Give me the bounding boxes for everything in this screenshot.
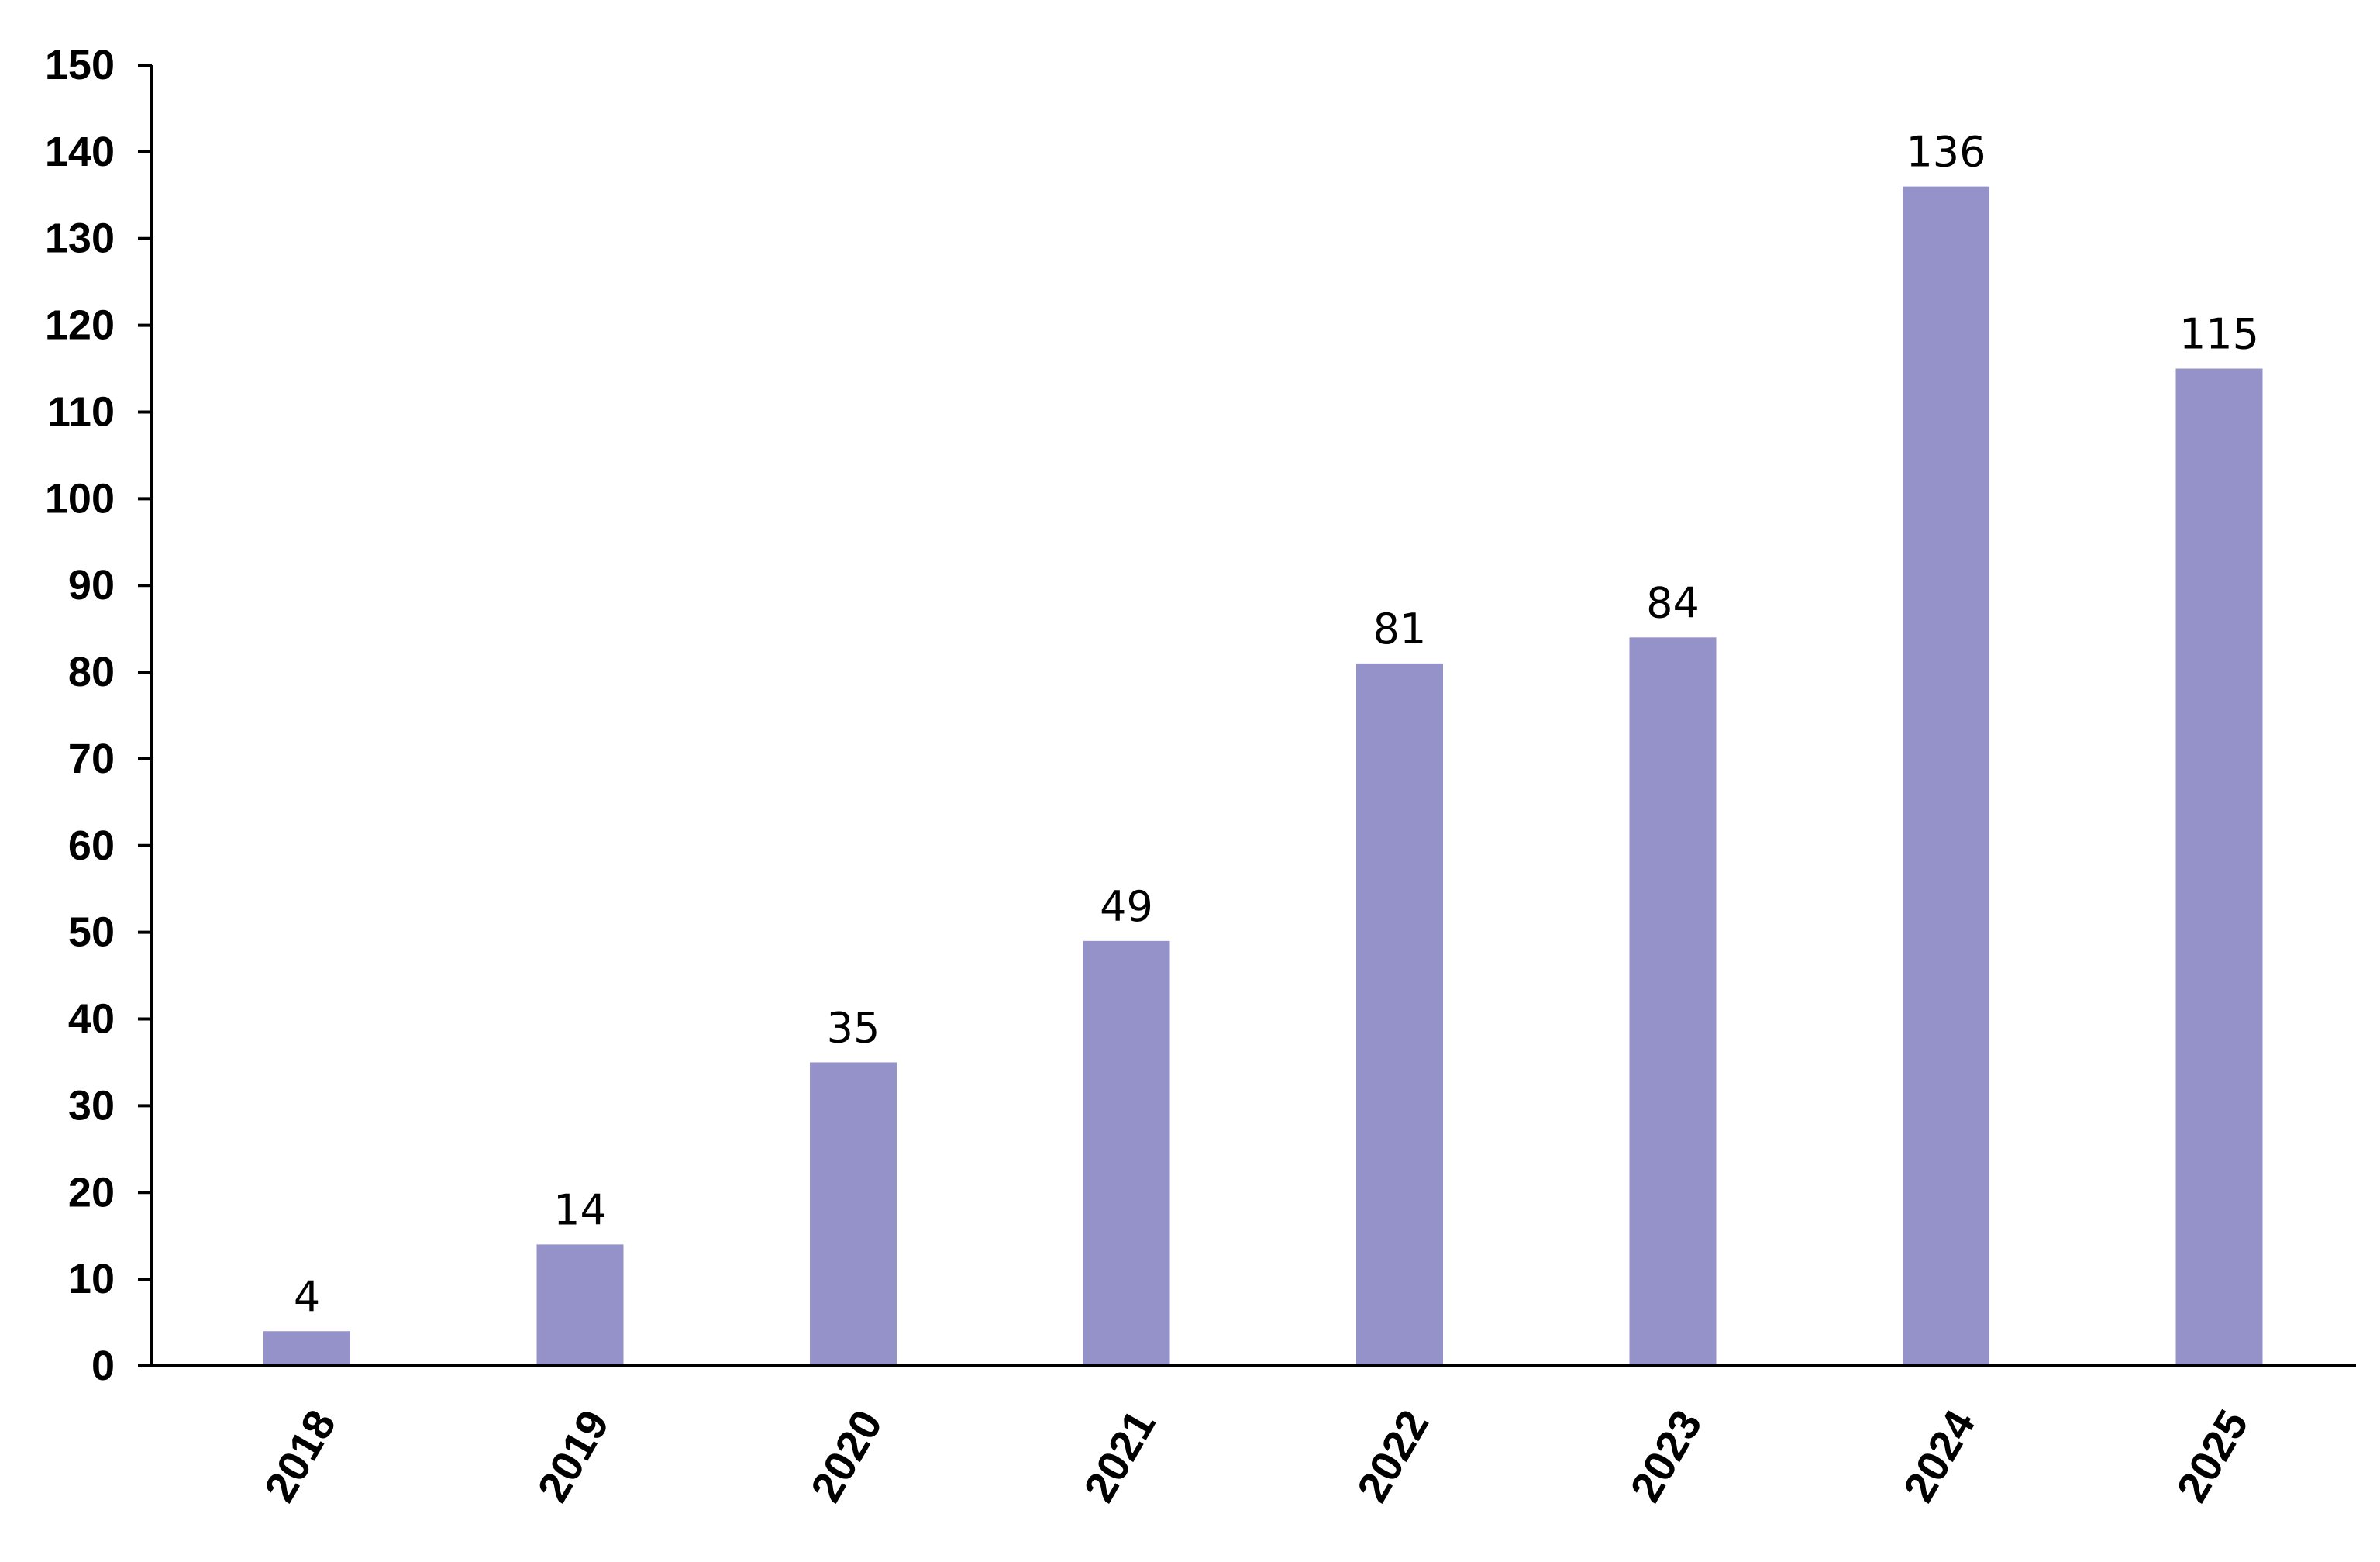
- y-tick-label: 0: [91, 1343, 115, 1389]
- x-tick-label-2022: 2022: [1347, 1402, 1438, 1509]
- y-tick-label: 20: [68, 1169, 115, 1215]
- bar-2024: [1903, 186, 1989, 1367]
- x-axis-tick-labels: 2018 2019 2020 2021 2022 2023 2024 2025: [254, 1402, 2257, 1509]
- bar-2022: [1356, 663, 1443, 1366]
- data-label-2021: 49: [1100, 882, 1153, 931]
- data-label-2022: 81: [1373, 605, 1427, 653]
- bar-2018: [263, 1331, 350, 1366]
- y-tick-label: 50: [68, 909, 115, 956]
- x-tick-label-2020: 2020: [801, 1402, 891, 1509]
- y-tick-label: 110: [47, 388, 115, 435]
- y-tick-label: 30: [68, 1082, 115, 1129]
- bar-2023: [1629, 637, 1717, 1366]
- y-tick-label: 120: [45, 302, 115, 349]
- data-label-2025: 115: [2179, 310, 2259, 359]
- bar-2019: [536, 1244, 624, 1366]
- y-tick-label: 10: [68, 1256, 115, 1302]
- y-tick-label: 40: [68, 996, 115, 1043]
- y-axis-tick-marks: [138, 64, 152, 1367]
- bar-2021: [1083, 940, 1170, 1366]
- y-tick-label: 150: [45, 42, 115, 88]
- data-label-2020: 35: [827, 1003, 880, 1052]
- y-tick-label: 80: [68, 649, 115, 695]
- x-tick-label-2019: 2019: [528, 1402, 618, 1509]
- data-label-2019: 14: [553, 1185, 607, 1234]
- x-tick-label-2025: 2025: [2167, 1402, 2258, 1509]
- bar-2020: [810, 1062, 897, 1366]
- y-tick-label: 70: [68, 736, 115, 782]
- x-tick-label-2024: 2024: [1893, 1402, 1984, 1509]
- x-tick-label-2021: 2021: [1074, 1402, 1165, 1509]
- bar-2025: [2175, 368, 2263, 1366]
- y-tick-label: 60: [68, 822, 115, 869]
- y-tick-label: 90: [68, 562, 115, 609]
- y-tick-label: 140: [45, 129, 115, 175]
- x-tick-label-2023: 2023: [1621, 1402, 1711, 1509]
- bar-series: [263, 186, 2263, 1367]
- y-tick-label: 130: [45, 216, 115, 262]
- data-label-2023: 84: [1646, 578, 1700, 627]
- x-tick-label-2018: 2018: [254, 1402, 345, 1509]
- data-label-2024: 136: [1906, 128, 1986, 177]
- y-axis-tick-labels: 0 10 20 30 40 50 60 70 80 90 100 110 120 130 140 150: [45, 42, 115, 1389]
- data-labels: 4 14 35 49 81 84 136 115: [294, 128, 2259, 1322]
- y-tick-label: 100: [45, 475, 115, 522]
- data-label-2018: 4: [294, 1272, 320, 1321]
